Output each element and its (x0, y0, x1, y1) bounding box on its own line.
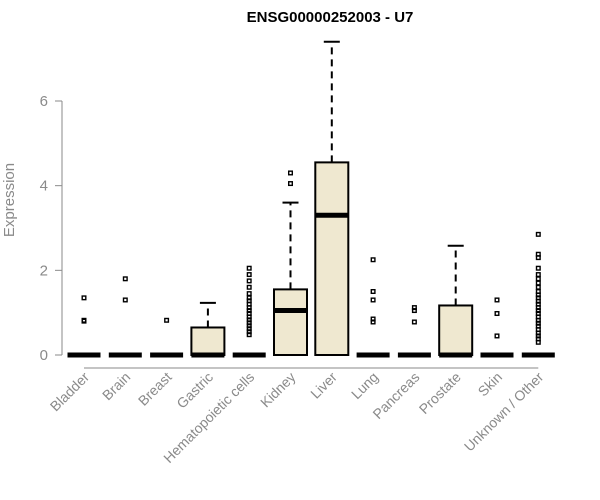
outlier-point (411, 308, 417, 314)
chart-title: ENSG00000252003 - U7 (247, 9, 414, 26)
outlier-point (494, 297, 500, 303)
axes: 0 2 4 6 (40, 93, 539, 369)
iqr-box (190, 326, 226, 357)
category-label: Kidney (257, 369, 299, 411)
outlier-point (164, 317, 170, 323)
category-label: Lung (348, 369, 381, 402)
outlier-point (246, 278, 252, 284)
box-10 (480, 297, 514, 358)
outlier-point (535, 276, 541, 282)
box-7 (356, 257, 390, 358)
box-9 (438, 244, 474, 358)
outlier-point (122, 297, 128, 303)
boxes-group (67, 40, 555, 358)
outlier-point (370, 257, 376, 263)
outlier-point (288, 181, 294, 187)
outlier-point (370, 289, 376, 295)
outlier-point (81, 318, 87, 324)
outlier-point (81, 295, 87, 301)
box-8 (397, 305, 431, 358)
outlier-point (535, 284, 541, 290)
box-3 (190, 301, 226, 358)
iqr-box (438, 304, 474, 356)
outlier-point (370, 319, 376, 325)
category-label: Breast (135, 369, 175, 409)
outlier-point (288, 170, 294, 176)
outlier-point (535, 339, 541, 345)
outlier-point (370, 297, 376, 303)
outlier-point (246, 265, 252, 271)
iqr-box (273, 288, 308, 356)
outlier-point (246, 272, 252, 278)
box-11 (521, 231, 555, 358)
outlier-point (535, 255, 541, 261)
y-tick-label: 0 (40, 347, 48, 364)
box-5 (273, 170, 308, 356)
outlier-point (246, 332, 252, 338)
outlier-point (535, 280, 541, 286)
iqr-box (314, 161, 350, 356)
outlier-point (246, 291, 252, 297)
outlier-point (246, 284, 252, 290)
outlier-point (411, 319, 417, 325)
outlier-point (494, 333, 500, 339)
outlier-point (494, 311, 500, 317)
box-1 (108, 276, 142, 358)
category-label: Brain (99, 369, 133, 403)
y-axis-label: Expression (1, 163, 18, 237)
category-label: Liver (307, 369, 340, 402)
box-0 (67, 295, 101, 358)
y-tick-label: 2 (40, 262, 48, 279)
outlier-point (535, 272, 541, 278)
y-tick-label: 6 (40, 93, 48, 110)
category-label: Prostate (416, 369, 464, 417)
outlier-point (122, 276, 128, 282)
category-label: Skin (475, 369, 506, 400)
box-6 (314, 40, 350, 356)
box-4 (232, 265, 266, 358)
box-2 (150, 317, 184, 358)
outlier-point (535, 265, 541, 271)
outlier-point (535, 231, 541, 237)
y-tick-label: 4 (40, 178, 48, 195)
category-label: Bladder (47, 369, 93, 415)
